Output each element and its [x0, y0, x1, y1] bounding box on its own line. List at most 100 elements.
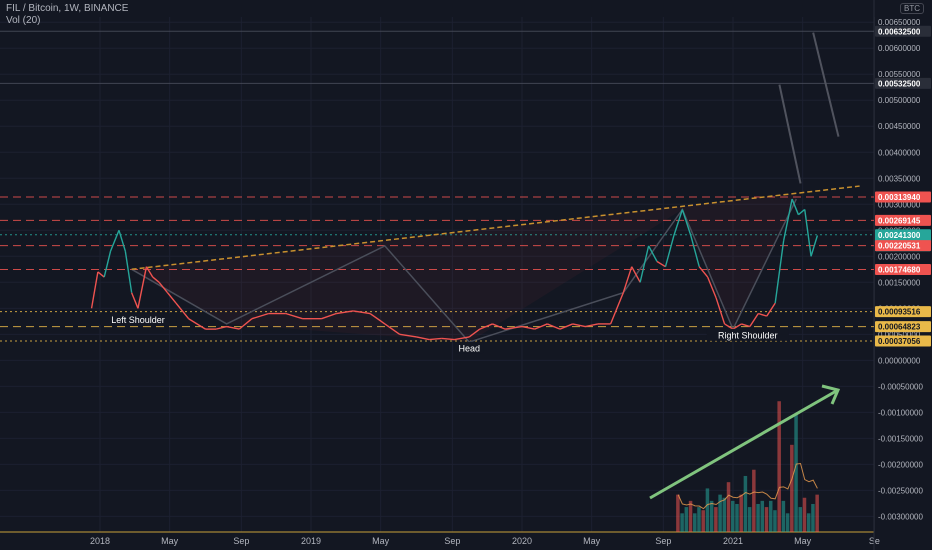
- y-tick-label: -0.00050000: [878, 382, 923, 391]
- price-line-segment: [673, 209, 684, 236]
- price-line-segment: [741, 323, 751, 328]
- price-label-box: [875, 191, 931, 203]
- x-tick-label: Sep: [444, 536, 460, 546]
- volume-bar: [760, 500, 765, 532]
- price-line-segment: [698, 266, 709, 278]
- volume-indicator-label[interactable]: Vol (20): [6, 15, 41, 26]
- price-label: 0.00632500: [878, 27, 921, 36]
- price-line-segment: [791, 198, 800, 215]
- annotation-label: Right Shoulder: [718, 330, 778, 340]
- price-label: 0.00532500: [878, 79, 921, 88]
- volume-bar: [756, 503, 760, 532]
- y-tick-label: 0.00550000: [878, 70, 921, 79]
- volume-bar: [701, 510, 705, 532]
- y-tick-label: -0.00150000: [878, 434, 923, 443]
- price-label-box: [875, 214, 931, 226]
- y-tick-label: -0.00300000: [878, 512, 923, 521]
- price-line-segment: [145, 266, 154, 278]
- neckline: [131, 185, 860, 271]
- volume-bar: [768, 500, 773, 532]
- y-tick-label: 0.00300000: [878, 200, 921, 209]
- price-line-segment: [124, 250, 133, 293]
- y-tick-label: 0.00450000: [878, 122, 921, 131]
- price-line-segment: [622, 266, 633, 293]
- y-tick-label: -0.00200000: [878, 460, 923, 469]
- price-line-segment: [416, 336, 430, 341]
- volume-bar: [684, 507, 689, 532]
- price-line-segment: [441, 337, 455, 341]
- y-tick-label: -0.00100000: [878, 408, 923, 417]
- price-line-segment: [238, 318, 253, 330]
- annotation-label: Head: [458, 343, 480, 353]
- price-line-segment: [810, 235, 819, 257]
- x-tick-label: May: [372, 536, 390, 546]
- price-line-segment: [690, 235, 700, 267]
- price-line-segment: [369, 312, 386, 325]
- volume-bar: [743, 475, 748, 532]
- x-tick-label: May: [794, 536, 812, 546]
- price-line-segment: [758, 312, 767, 317]
- volume-bar: [688, 500, 693, 532]
- annotation-box: [454, 341, 484, 354]
- price-line-segment: [534, 323, 548, 330]
- price-line-segment: [285, 312, 303, 320]
- y-tick-label: 0.00400000: [878, 148, 921, 157]
- price-line-segment: [429, 337, 442, 341]
- price-line-segment: [664, 235, 675, 267]
- price-label: 0.00093516: [878, 308, 921, 317]
- price-line-segment: [639, 245, 650, 283]
- price-line-segment: [681, 209, 692, 236]
- price-line-segment: [631, 266, 641, 283]
- y-tick-label: 0.00000000: [878, 356, 921, 365]
- y-tick-label: 0.00350000: [878, 174, 921, 183]
- price-line-segment: [468, 328, 481, 338]
- volume-bar: [747, 507, 752, 532]
- price-label-box: [875, 240, 931, 252]
- price-label-box: [875, 306, 931, 318]
- volume-bar: [815, 494, 819, 532]
- x-tick-label: May: [583, 536, 601, 546]
- price-line-segment: [572, 323, 586, 328]
- price-line-segment: [766, 302, 776, 317]
- annotation-box: [99, 313, 177, 326]
- price-line-segment: [656, 260, 666, 268]
- price-label: 0.00313940: [878, 193, 921, 202]
- price-line-segment: [804, 209, 812, 257]
- price-line-segment: [103, 250, 112, 278]
- pattern-shading: [131, 193, 797, 343]
- price-label: 0.00037056: [878, 337, 921, 346]
- price-line-segment: [226, 325, 240, 330]
- x-tick-label: 2021: [723, 536, 743, 546]
- volume-bar: [777, 401, 781, 532]
- y-tick-label: 0.00200000: [878, 252, 921, 261]
- price-line-segment: [97, 271, 105, 278]
- volume-bar: [722, 497, 727, 532]
- price-label: 0.00064823: [878, 323, 921, 332]
- price-line-segment: [521, 325, 535, 330]
- price-label-box: [875, 77, 931, 89]
- price-line-segment: [321, 312, 337, 320]
- y-tick-label: -0.00250000: [878, 486, 923, 495]
- price-line-segment: [384, 323, 401, 335]
- volume-bar: [785, 513, 790, 532]
- price-line-segment: [749, 313, 759, 327]
- volume-bar: [752, 469, 756, 532]
- price-line-segment: [90, 271, 99, 309]
- volume-bar: [676, 494, 680, 532]
- volume-bar: [726, 482, 731, 532]
- price-label: 0.00174680: [878, 265, 921, 274]
- y-tick-label: 0.00150000: [878, 278, 921, 287]
- currency-badge: BTC: [900, 3, 924, 14]
- volume-bar: [680, 513, 684, 532]
- price-label-box: [875, 263, 931, 275]
- y-tick-label: 0.00050000: [878, 330, 921, 339]
- volume-bar: [790, 444, 794, 532]
- price-line-segment: [353, 310, 371, 315]
- price-line-segment: [724, 323, 734, 330]
- price-line-segment: [137, 266, 148, 309]
- price-line-segment: [118, 230, 126, 252]
- price-line-segment: [609, 292, 624, 325]
- x-tick-label: Sep: [233, 536, 249, 546]
- price-label: 0.00241300: [878, 231, 921, 240]
